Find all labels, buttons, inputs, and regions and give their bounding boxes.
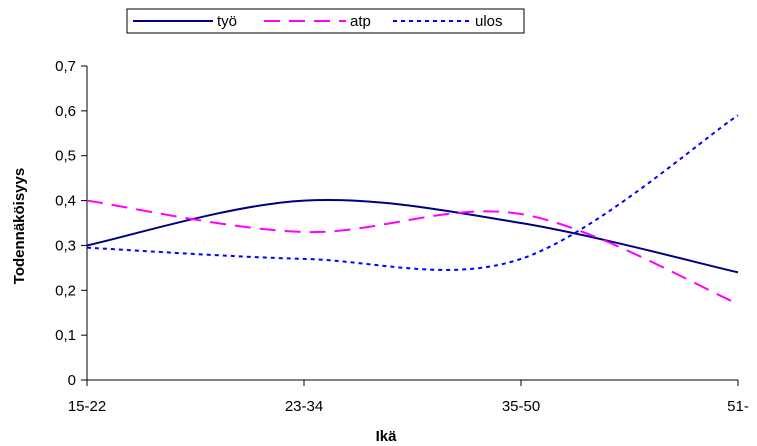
x-tick-label: 23-34 bbox=[285, 398, 323, 415]
y-tick-label: 0,5 bbox=[55, 148, 76, 165]
legend: työ atp ulos bbox=[126, 8, 525, 34]
y-axis-title: Todennäköisyys bbox=[11, 168, 28, 284]
legend-label-tyo: työ bbox=[217, 13, 237, 30]
x-tick-label: 51- bbox=[727, 398, 749, 415]
y-tick-label: 0,7 bbox=[55, 58, 76, 75]
y-tick-label: 0 bbox=[68, 372, 76, 389]
x-tick-label: 35-50 bbox=[502, 398, 540, 415]
y-tick-label: 0,4 bbox=[55, 193, 76, 210]
y-tick-label: 0,2 bbox=[55, 282, 76, 299]
x-ticks: 15-22 23-34 35-50 51- bbox=[68, 380, 749, 415]
y-tick-label: 0,1 bbox=[55, 327, 76, 344]
series-line-2 bbox=[86, 199, 739, 305]
series-group bbox=[86, 114, 739, 305]
y-tick-label: 0,6 bbox=[55, 103, 76, 120]
y-tick-label: 0,3 bbox=[55, 237, 76, 254]
legend-label-ulos: ulos bbox=[475, 13, 503, 30]
series-line-3 bbox=[86, 114, 739, 271]
x-axis-title: Ikä bbox=[376, 428, 398, 445]
x-tick-label: 15-22 bbox=[68, 398, 106, 415]
y-ticks: 0 0,1 0,2 0,3 0,4 0,5 0,6 0,7 bbox=[55, 58, 87, 389]
legend-label-atp: atp bbox=[350, 13, 371, 30]
series-line-1 bbox=[86, 198, 739, 274]
